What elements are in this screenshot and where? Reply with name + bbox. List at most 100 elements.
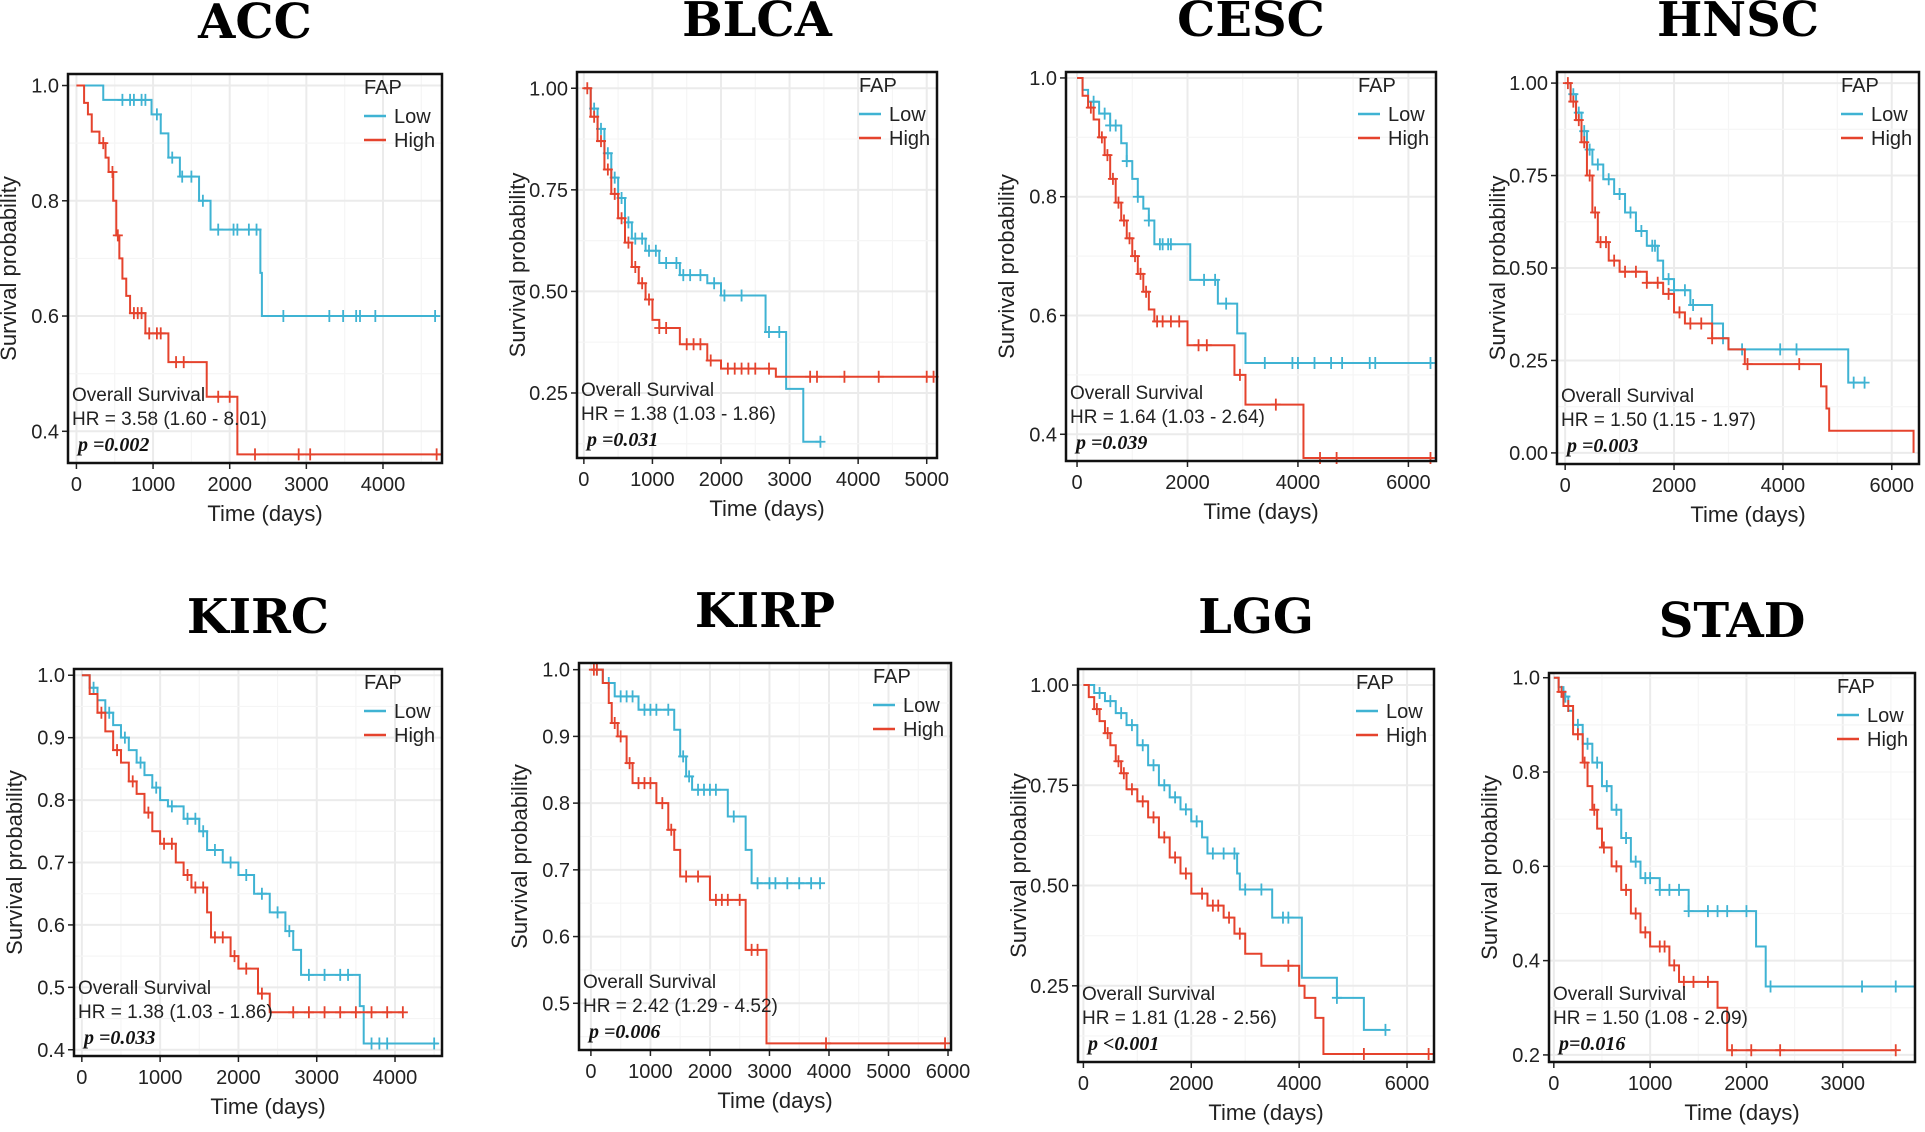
- x-tick-label: 4000: [1276, 472, 1321, 494]
- x-tick-label: 6000: [1385, 1073, 1430, 1095]
- censor-mark-high: [1727, 1044, 1737, 1057]
- km-panel-cesc: CESC 0 2000 4000 6000 0.4 0.6 0.8 1.0 Time (days)…: [994, 0, 1438, 524]
- x-axis-title: Time (days): [210, 1094, 325, 1119]
- x-axis-title: Time (days): [717, 1088, 832, 1113]
- censor-mark-high: [1579, 756, 1590, 769]
- censor-mark-low: [1664, 883, 1675, 896]
- censor-mark-low: [1283, 911, 1294, 924]
- x-tick-label: 5000: [904, 469, 949, 491]
- censor-mark-high: [305, 448, 316, 461]
- y-tick-label: 0.9: [37, 728, 65, 750]
- plot-frame: [1555, 70, 1921, 466]
- panel-title: CESC: [1177, 0, 1325, 48]
- x-axis-title: Time (days): [1203, 499, 1318, 524]
- panel-title: BLCA: [682, 0, 833, 48]
- y-tick-label: 0.8: [542, 793, 570, 815]
- panel-title: KIRP: [695, 583, 835, 639]
- survival-curve-high: [1553, 676, 1896, 1052]
- panel-title: KIRC: [187, 589, 329, 645]
- censor-mark-high: [750, 362, 761, 375]
- x-tick-label: 1000: [628, 1061, 673, 1083]
- censor-mark-low: [1741, 905, 1752, 918]
- survival-curve-low: [1077, 76, 1434, 365]
- censor-mark-high: [198, 881, 209, 894]
- legend-label-high: High: [1871, 128, 1912, 150]
- plot-frame: [1076, 667, 1436, 1064]
- censor-mark-low: [1148, 759, 1159, 772]
- censor-mark-high: [241, 962, 252, 975]
- censor-mark-high: [1890, 1044, 1901, 1057]
- survival-curve-high: [1083, 684, 1434, 1055]
- censor-mark-low: [1890, 980, 1901, 993]
- censor-mark-low: [1625, 206, 1636, 219]
- censor-mark-high: [839, 370, 850, 383]
- censor-mark-low: [198, 825, 209, 838]
- y-tick-label: 0.75: [1509, 166, 1548, 188]
- censor-mark-low: [1603, 173, 1614, 186]
- censor-mark-high: [1669, 959, 1680, 972]
- censor-mark-high: [213, 390, 224, 403]
- censor-mark-low: [213, 223, 224, 236]
- y-tick-label: 0.00: [1509, 443, 1548, 465]
- censor-mark-low: [1702, 905, 1713, 918]
- annotation-title: Overall Survival: [583, 972, 716, 993]
- censor-mark-low: [1221, 297, 1232, 310]
- censor-mark-high: [1609, 254, 1620, 267]
- x-tick-label: 0: [1560, 475, 1571, 497]
- censor-mark-low: [774, 326, 785, 339]
- survival-curve-low: [81, 674, 439, 1045]
- hazard-ratio: HR = 3.58 (1.60 - 8.01): [72, 409, 267, 430]
- censor-mark-high: [695, 338, 706, 351]
- censor-mark-high: [1685, 317, 1696, 330]
- panel-title: HNSC: [1657, 0, 1819, 48]
- censor-mark-high: [1096, 131, 1107, 144]
- censor-mark-high: [630, 261, 641, 274]
- x-tick-label: 0: [1078, 1073, 1089, 1095]
- censor-mark-low: [1210, 273, 1221, 286]
- censor-mark-high: [182, 868, 193, 881]
- censor-mark-high: [1201, 339, 1212, 352]
- censor-mark-low: [382, 1037, 393, 1050]
- y-tick-label: 0.8: [1512, 762, 1540, 784]
- x-tick-label: 1000: [630, 469, 675, 491]
- y-tick-label: 0.8: [1029, 187, 1057, 209]
- y-axis-title: Survival probability: [0, 176, 21, 361]
- censor-mark-high: [1641, 276, 1652, 289]
- censor-mark-high: [107, 165, 118, 178]
- censor-mark-low: [1132, 190, 1143, 203]
- censor-mark-high: [681, 870, 692, 883]
- plot-frame: [72, 667, 444, 1058]
- censor-mark-low: [1099, 107, 1110, 120]
- censor-mark-low: [1688, 298, 1699, 311]
- censor-mark-low: [1857, 980, 1868, 993]
- censor-mark-low: [794, 877, 805, 890]
- censor-mark-low: [1683, 905, 1694, 918]
- plot-frame: [575, 70, 939, 460]
- censor-mark-low: [1256, 883, 1267, 896]
- censor-mark-high: [1234, 368, 1245, 381]
- x-tick-label: 4000: [836, 469, 881, 491]
- censor-mark-low: [1645, 872, 1656, 885]
- censor-mark-high: [1573, 114, 1584, 127]
- hazard-ratio: HR = 1.38 (1.03 - 1.86): [78, 1002, 273, 1023]
- legend-label-high: High: [903, 719, 944, 741]
- y-tick-label: 0.25: [1509, 350, 1548, 372]
- censor-mark-low: [284, 925, 295, 938]
- censor-mark-high: [1113, 755, 1124, 768]
- censor-mark-high: [1611, 860, 1622, 873]
- legend-label-low: Low: [394, 701, 431, 723]
- censor-mark-high: [1563, 700, 1574, 713]
- x-tick-label: 2000: [216, 1067, 261, 1089]
- legend-label-high: High: [394, 130, 435, 152]
- censor-mark-low: [1180, 803, 1191, 816]
- x-tick-label: 4000: [1277, 1073, 1322, 1095]
- censor-mark-low: [190, 812, 201, 825]
- censor-mark-low: [197, 194, 208, 207]
- censor-mark-low: [685, 269, 696, 282]
- plot-frame: [66, 72, 444, 465]
- censor-mark-low: [1654, 883, 1665, 896]
- censor-mark-high: [661, 321, 672, 334]
- censor-mark-high: [596, 135, 606, 148]
- censor-mark-low: [1791, 343, 1802, 356]
- y-tick-label: 0.25: [529, 383, 568, 405]
